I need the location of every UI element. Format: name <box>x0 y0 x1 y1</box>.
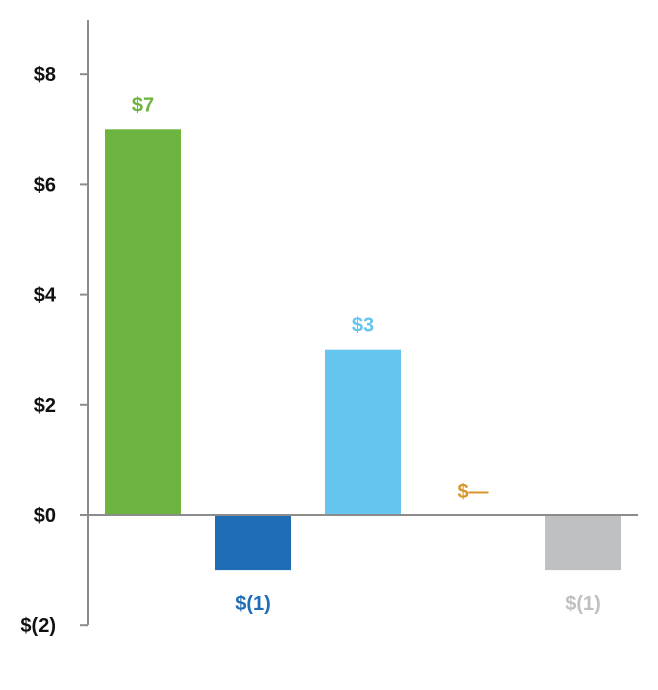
chart-data-labels: $7 $(1) $3 $— $(1) <box>132 94 601 615</box>
y-tick-label: $0 <box>34 505 56 527</box>
chart-bars <box>105 129 621 571</box>
data-label: $(1) <box>235 593 271 615</box>
chart-axes: $(2) $0 $2 $4 $6 $8 <box>20 20 638 637</box>
y-tick-label: $6 <box>34 174 56 196</box>
data-label: $3 <box>352 315 374 337</box>
data-label: $(1) <box>565 593 601 615</box>
y-tick-label: $8 <box>34 64 56 86</box>
data-label: $7 <box>132 94 154 116</box>
bar <box>105 129 181 516</box>
y-tick-label: $(2) <box>20 615 56 637</box>
bar <box>325 349 401 515</box>
data-label: $— <box>457 481 488 503</box>
bar <box>545 515 621 571</box>
y-tick-label: $2 <box>34 395 56 417</box>
y-tick-label: $4 <box>34 285 57 307</box>
bar <box>215 515 291 571</box>
